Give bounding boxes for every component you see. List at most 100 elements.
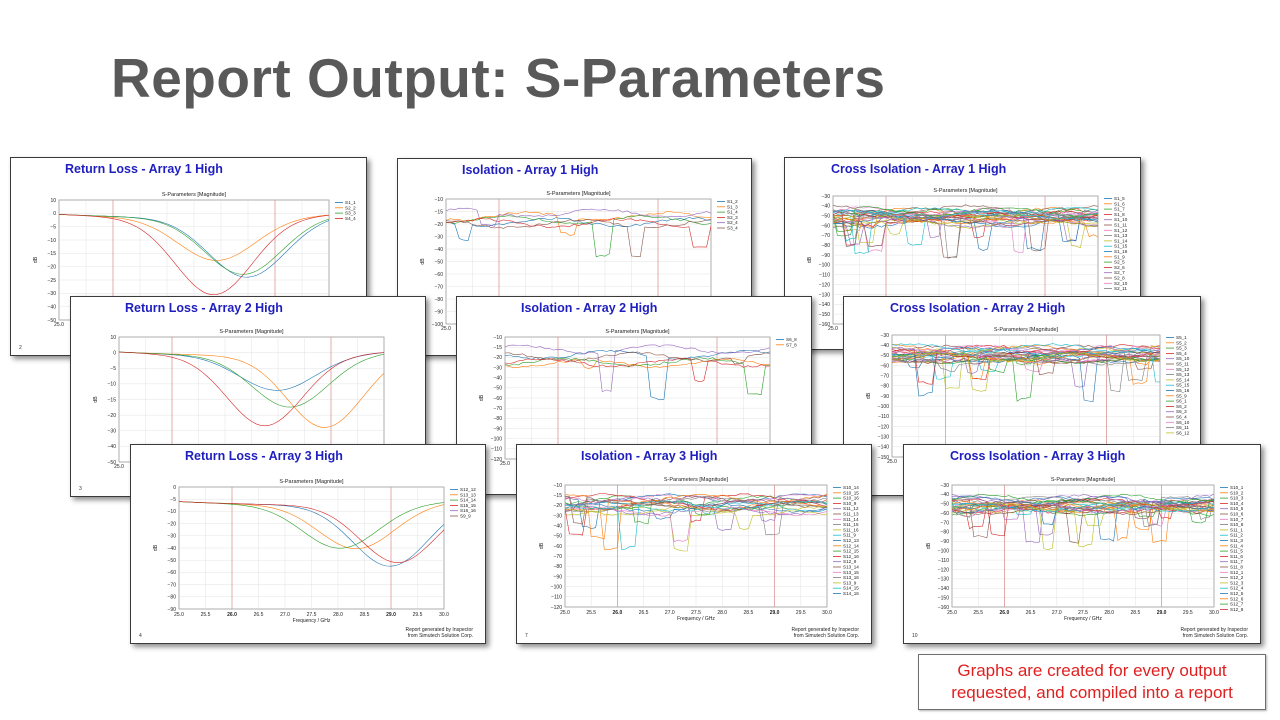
legend-entry: S10_4 xyxy=(1230,501,1244,506)
y-tick-label: −40 xyxy=(941,492,950,498)
series-line xyxy=(892,353,1160,388)
legend-entry: S5_12 xyxy=(1176,367,1190,372)
series-line xyxy=(446,207,711,227)
plot-title: S-Parameters [Magnitude] xyxy=(933,188,998,194)
y-tick-label: −80 xyxy=(881,384,890,390)
y-tick-label: −5 xyxy=(110,366,116,372)
x-tick-label: 25.0 xyxy=(54,322,64,328)
legend-entry: S2_3 xyxy=(727,215,738,220)
series-line xyxy=(892,348,1160,385)
y-tick-label: −120 xyxy=(938,567,949,573)
y-tick-label: −25 xyxy=(48,278,57,284)
y-tick-label: −70 xyxy=(168,582,177,588)
legend-entry: S12_7 xyxy=(1230,602,1244,607)
series-line xyxy=(565,498,827,512)
y-tick-label: −15 xyxy=(108,397,117,403)
plot-title: S-Parameters [Magnitude] xyxy=(219,329,284,335)
y-tick-label: −70 xyxy=(494,406,503,412)
x-tick-label: 26.5 xyxy=(639,610,649,616)
y-tick-label: −20 xyxy=(108,413,117,419)
legend-entry: S12_8 xyxy=(1230,607,1244,612)
legend-entry: S5_16 xyxy=(1176,388,1190,393)
legend-entry: S12_3 xyxy=(1230,580,1244,585)
plot-title: S-Parameters [Magnitude] xyxy=(605,329,670,335)
x-axis-label: Frequency / GHz xyxy=(677,616,715,622)
series-line xyxy=(892,344,1160,355)
y-tick-label: −10 xyxy=(48,238,57,244)
y-tick-label: −100 xyxy=(551,584,562,590)
legend-entry: S10_8 xyxy=(1230,522,1244,527)
y-tick-label: 0 xyxy=(173,485,176,491)
y-tick-label: −30 xyxy=(494,365,503,371)
legend-entry: S12_9 xyxy=(843,559,857,564)
y-tick-label: −150 xyxy=(938,595,949,601)
legend-entry: S5_2 xyxy=(1176,340,1187,345)
legend-entry: S13_14 xyxy=(843,565,859,570)
legend-entry: S6_1 xyxy=(1176,399,1187,404)
legend-entry: S13_15 xyxy=(843,570,859,575)
legend-entry: S11_14 xyxy=(843,517,859,522)
y-tick-label: −70 xyxy=(881,373,890,379)
y-tick-label: −100 xyxy=(432,322,443,328)
x-tick-label: 25.0 xyxy=(560,610,570,616)
page-heading: Isolation - Array 3 High xyxy=(581,449,718,463)
y-tick-label: −70 xyxy=(435,284,444,290)
x-tick-label: 25.0 xyxy=(828,326,838,332)
series-line xyxy=(952,495,1214,511)
legend-entry: S6_2 xyxy=(1176,404,1187,409)
plot-svg: S-Parameters [Magnitude] 0 −5 −10 −20 −30 −40 −… xyxy=(153,479,476,624)
series-line xyxy=(565,501,827,515)
y-tick-label: −90 xyxy=(554,574,563,580)
y-tick-label: −140 xyxy=(819,302,830,308)
legend-entry: S5_13 xyxy=(1176,372,1190,377)
legend-entry: S10_6 xyxy=(1230,512,1244,517)
x-tick-label: 27.5 xyxy=(1078,610,1088,616)
page-heading: Cross Isolation - Array 1 High xyxy=(831,162,1007,176)
series-line xyxy=(833,214,1098,244)
legend-entry: S1_15 xyxy=(1114,244,1128,249)
slide-title: Report Output: S-Parameters xyxy=(111,47,886,109)
series-line xyxy=(565,496,827,522)
legend-entry: S5_15 xyxy=(1176,383,1190,388)
y-tick-label: −130 xyxy=(819,292,830,298)
x-tick-label: 25.0 xyxy=(174,612,184,618)
y-tick-label: −30 xyxy=(168,534,177,540)
legend-entry: S15_15 xyxy=(460,503,476,508)
y-tick-label: −30 xyxy=(881,333,890,339)
y-axis-label: dB xyxy=(33,256,39,263)
legend-entry: S11_8 xyxy=(1230,565,1243,570)
series-line xyxy=(59,214,329,261)
legend-entry: S2_2 xyxy=(345,205,356,210)
y-tick-label: −40 xyxy=(48,304,57,310)
series-line xyxy=(446,217,711,241)
y-tick-label: −10 xyxy=(168,509,177,515)
legend-entry: S11_4 xyxy=(1230,543,1243,548)
y-axis-label: dB xyxy=(420,258,426,265)
legend-entry: S11_9 xyxy=(843,533,856,538)
y-tick-label: −40 xyxy=(554,523,563,529)
y-axis-label: dB xyxy=(807,256,813,263)
y-tick-label: −80 xyxy=(554,564,563,570)
legend-entry: S1_14 xyxy=(1114,238,1128,243)
y-tick-label: −60 xyxy=(168,570,177,576)
x-tick-label: 29.0 xyxy=(386,612,396,618)
plot-svg: S-Parameters [Magnitude] −30 −40 −50 −60 −70 −… xyxy=(926,477,1244,622)
y-tick-label: −50 xyxy=(168,558,177,564)
series-line xyxy=(952,502,1214,548)
footer-line-2: from Simutech Solution Corp. xyxy=(1182,633,1248,639)
page-heading: Cross Isolation - Array 3 High xyxy=(950,449,1126,463)
y-tick-label: −110 xyxy=(551,595,562,601)
series-line xyxy=(505,351,770,365)
y-tick-label: −70 xyxy=(822,233,831,239)
series-line xyxy=(565,496,827,513)
series-line xyxy=(952,504,1214,520)
report-page-return-loss-array-3: S-Parameters [Magnitude] 0 −5 −10 −20 −30 −40 −… xyxy=(130,444,486,644)
y-tick-label: −20 xyxy=(494,355,503,361)
y-tick-label: −30 xyxy=(822,194,831,200)
legend-entry: S10_16 xyxy=(843,496,859,501)
series-line xyxy=(179,501,444,563)
legend-entry: S12_2 xyxy=(1230,575,1244,580)
legend-entry: S10_9 xyxy=(843,501,857,506)
legend-entry: S10_14 xyxy=(843,485,859,490)
series-line xyxy=(892,353,1160,370)
